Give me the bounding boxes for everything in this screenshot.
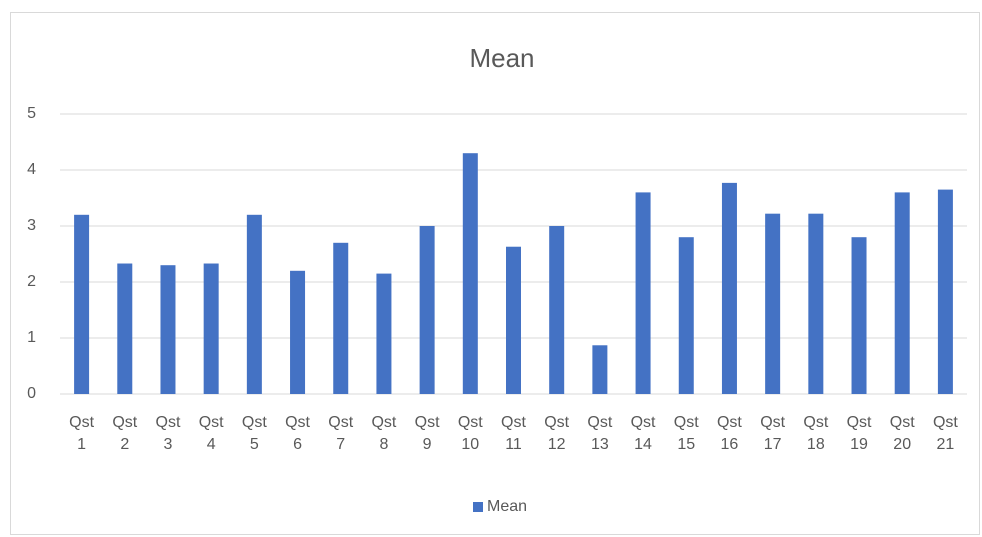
x-tick-label: Qst 4 bbox=[198, 414, 224, 453]
y-tick-label: 4 bbox=[27, 161, 36, 178]
bar bbox=[851, 237, 867, 394]
bar bbox=[117, 263, 133, 394]
bar bbox=[74, 214, 90, 394]
x-tick-label: Qst 20 bbox=[889, 414, 915, 453]
bar bbox=[376, 273, 392, 394]
x-tick-label: Qst 13 bbox=[587, 414, 613, 453]
legend-label: Mean bbox=[487, 498, 527, 515]
x-tick-label: Qst 14 bbox=[630, 414, 656, 453]
bar bbox=[592, 345, 608, 394]
x-tick-label: Qst 2 bbox=[112, 414, 138, 453]
bar bbox=[678, 237, 694, 394]
bar bbox=[333, 242, 349, 394]
y-tick-label: 1 bbox=[27, 329, 36, 346]
x-tick-label: Qst 21 bbox=[932, 414, 958, 453]
x-tick-label: Qst 17 bbox=[760, 414, 786, 453]
x-tick-label: Qst 1 bbox=[69, 414, 95, 453]
y-tick-label: 5 bbox=[27, 105, 36, 122]
x-tick-label: Qst 5 bbox=[241, 414, 267, 453]
bar bbox=[937, 189, 953, 394]
x-tick-label: Qst 19 bbox=[846, 414, 872, 453]
x-tick-label: Qst 16 bbox=[716, 414, 742, 453]
x-tick-label: Qst 6 bbox=[285, 414, 310, 453]
legend-swatch bbox=[473, 502, 483, 512]
bar bbox=[246, 214, 262, 394]
bar bbox=[506, 246, 521, 394]
x-tick-label: Qst 8 bbox=[371, 414, 397, 453]
chart-border bbox=[10, 12, 980, 535]
y-tick-label: 0 bbox=[27, 385, 36, 402]
x-tick-label: Qst 15 bbox=[673, 414, 699, 453]
x-tick-label: Qst 11 bbox=[501, 414, 526, 453]
chart-title: Mean bbox=[469, 43, 534, 73]
x-tick-label: Qst 12 bbox=[544, 414, 570, 453]
bar bbox=[203, 263, 219, 394]
bar bbox=[721, 182, 737, 394]
bar bbox=[635, 192, 651, 394]
bar bbox=[419, 226, 435, 394]
x-tick-label: Qst 9 bbox=[414, 414, 440, 453]
bar bbox=[160, 265, 176, 394]
x-tick-label: Qst 18 bbox=[803, 414, 829, 453]
x-tick-label: Qst 10 bbox=[457, 414, 483, 453]
bar bbox=[765, 213, 781, 394]
bar bbox=[462, 153, 478, 394]
bar bbox=[290, 270, 306, 394]
x-tick-label: Qst 3 bbox=[155, 414, 181, 453]
x-tick-label: Qst 7 bbox=[328, 414, 354, 453]
bar bbox=[549, 226, 565, 394]
bar bbox=[808, 213, 824, 394]
bar bbox=[894, 192, 910, 394]
y-tick-label: 3 bbox=[27, 217, 36, 234]
y-tick-label: 2 bbox=[27, 273, 36, 290]
